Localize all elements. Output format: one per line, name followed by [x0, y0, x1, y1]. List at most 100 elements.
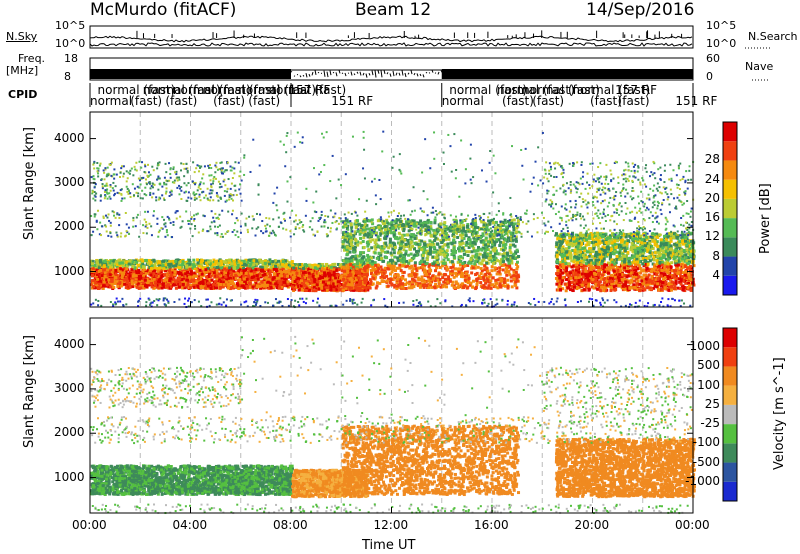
data-cell	[361, 256, 365, 260]
nsearch-label: N.Search	[748, 30, 798, 43]
data-cell	[324, 285, 328, 289]
data-cell	[453, 256, 457, 260]
data-cell	[336, 276, 340, 280]
data-cell	[168, 279, 172, 283]
data-cell	[428, 281, 432, 285]
data-cell	[94, 270, 98, 274]
data-cell	[354, 219, 358, 223]
data-cell	[341, 235, 345, 239]
data-cell	[128, 276, 132, 280]
data-cell	[388, 240, 392, 244]
data-cell	[248, 258, 252, 262]
data-cell	[320, 267, 324, 271]
data-cell	[281, 259, 285, 263]
data-cell	[277, 279, 281, 283]
data-cell	[414, 282, 418, 286]
data-cell	[383, 225, 387, 229]
data-cell	[142, 265, 146, 269]
data-cell	[451, 280, 455, 284]
data-cell	[109, 285, 113, 289]
data-cell	[252, 275, 256, 279]
data-cell	[440, 249, 444, 253]
data-cell	[272, 267, 276, 271]
freq-dot	[383, 69, 386, 75]
data-cell	[91, 260, 95, 264]
data-cell	[171, 259, 175, 263]
data-cell	[324, 283, 328, 287]
data-cell	[311, 284, 315, 288]
data-cell	[195, 268, 199, 272]
data-cell	[447, 227, 451, 231]
data-cell	[278, 282, 282, 286]
data-cell	[126, 285, 130, 289]
data-cell	[353, 255, 357, 259]
data-cell	[347, 273, 351, 277]
data-cell	[332, 282, 336, 286]
data-cell	[152, 283, 156, 287]
cpid-entry: (fast)	[502, 94, 534, 108]
data-cell	[200, 270, 204, 274]
data-cell	[282, 280, 286, 284]
data-cell	[435, 232, 439, 236]
data-cell	[264, 265, 268, 269]
data-cell	[116, 284, 120, 288]
data-cell	[382, 271, 386, 275]
data-cell	[288, 283, 292, 287]
data-cell	[368, 282, 372, 286]
data-cell	[350, 258, 354, 262]
data-cell	[355, 260, 359, 264]
data-cell	[165, 285, 169, 289]
data-cell	[450, 273, 454, 277]
data-cell	[195, 274, 199, 278]
data-cell	[130, 277, 134, 281]
data-cell	[244, 268, 248, 272]
nsky-trace	[89, 35, 693, 43]
data-cell	[99, 283, 103, 287]
data-cell	[354, 283, 358, 287]
data-cell	[433, 221, 437, 225]
data-cell	[101, 286, 105, 290]
data-cell	[375, 256, 379, 260]
data-cell	[219, 268, 223, 272]
data-cell	[189, 272, 193, 276]
data-cell	[506, 220, 510, 224]
data-cell	[479, 272, 483, 276]
data-cell	[446, 242, 450, 246]
data-cell	[341, 245, 345, 249]
data-cell	[138, 279, 142, 283]
data-cell	[480, 269, 484, 273]
freq-dot	[392, 70, 395, 77]
data-cell	[134, 272, 138, 276]
data-cell	[358, 263, 362, 267]
data-cell	[373, 261, 377, 265]
data-cell	[134, 274, 138, 278]
data-cell	[113, 274, 117, 278]
data-cell	[466, 253, 470, 257]
data-cell	[370, 246, 374, 250]
data-cell	[432, 246, 436, 250]
data-cell	[429, 269, 433, 273]
data-cell	[171, 283, 175, 287]
data-cell	[454, 219, 458, 223]
cpid-entry: (fast)	[130, 94, 163, 108]
data-cell	[491, 276, 495, 280]
data-cell	[301, 271, 305, 275]
data-cell	[142, 281, 146, 285]
data-cell	[483, 251, 487, 255]
data-cell	[496, 286, 500, 290]
data-cell	[313, 272, 317, 276]
data-cell	[367, 285, 371, 289]
data-cell	[238, 278, 242, 282]
data-cell	[346, 224, 350, 228]
data-cell	[378, 227, 382, 231]
data-cell	[131, 262, 135, 266]
data-cell	[169, 274, 173, 278]
data-cell	[295, 278, 299, 282]
data-cell	[243, 279, 247, 283]
data-cell	[169, 286, 173, 290]
data-cell	[190, 277, 194, 281]
data-cell	[290, 260, 294, 264]
data-cell	[389, 272, 393, 276]
data-cell	[162, 267, 166, 271]
data-cell	[420, 248, 424, 252]
